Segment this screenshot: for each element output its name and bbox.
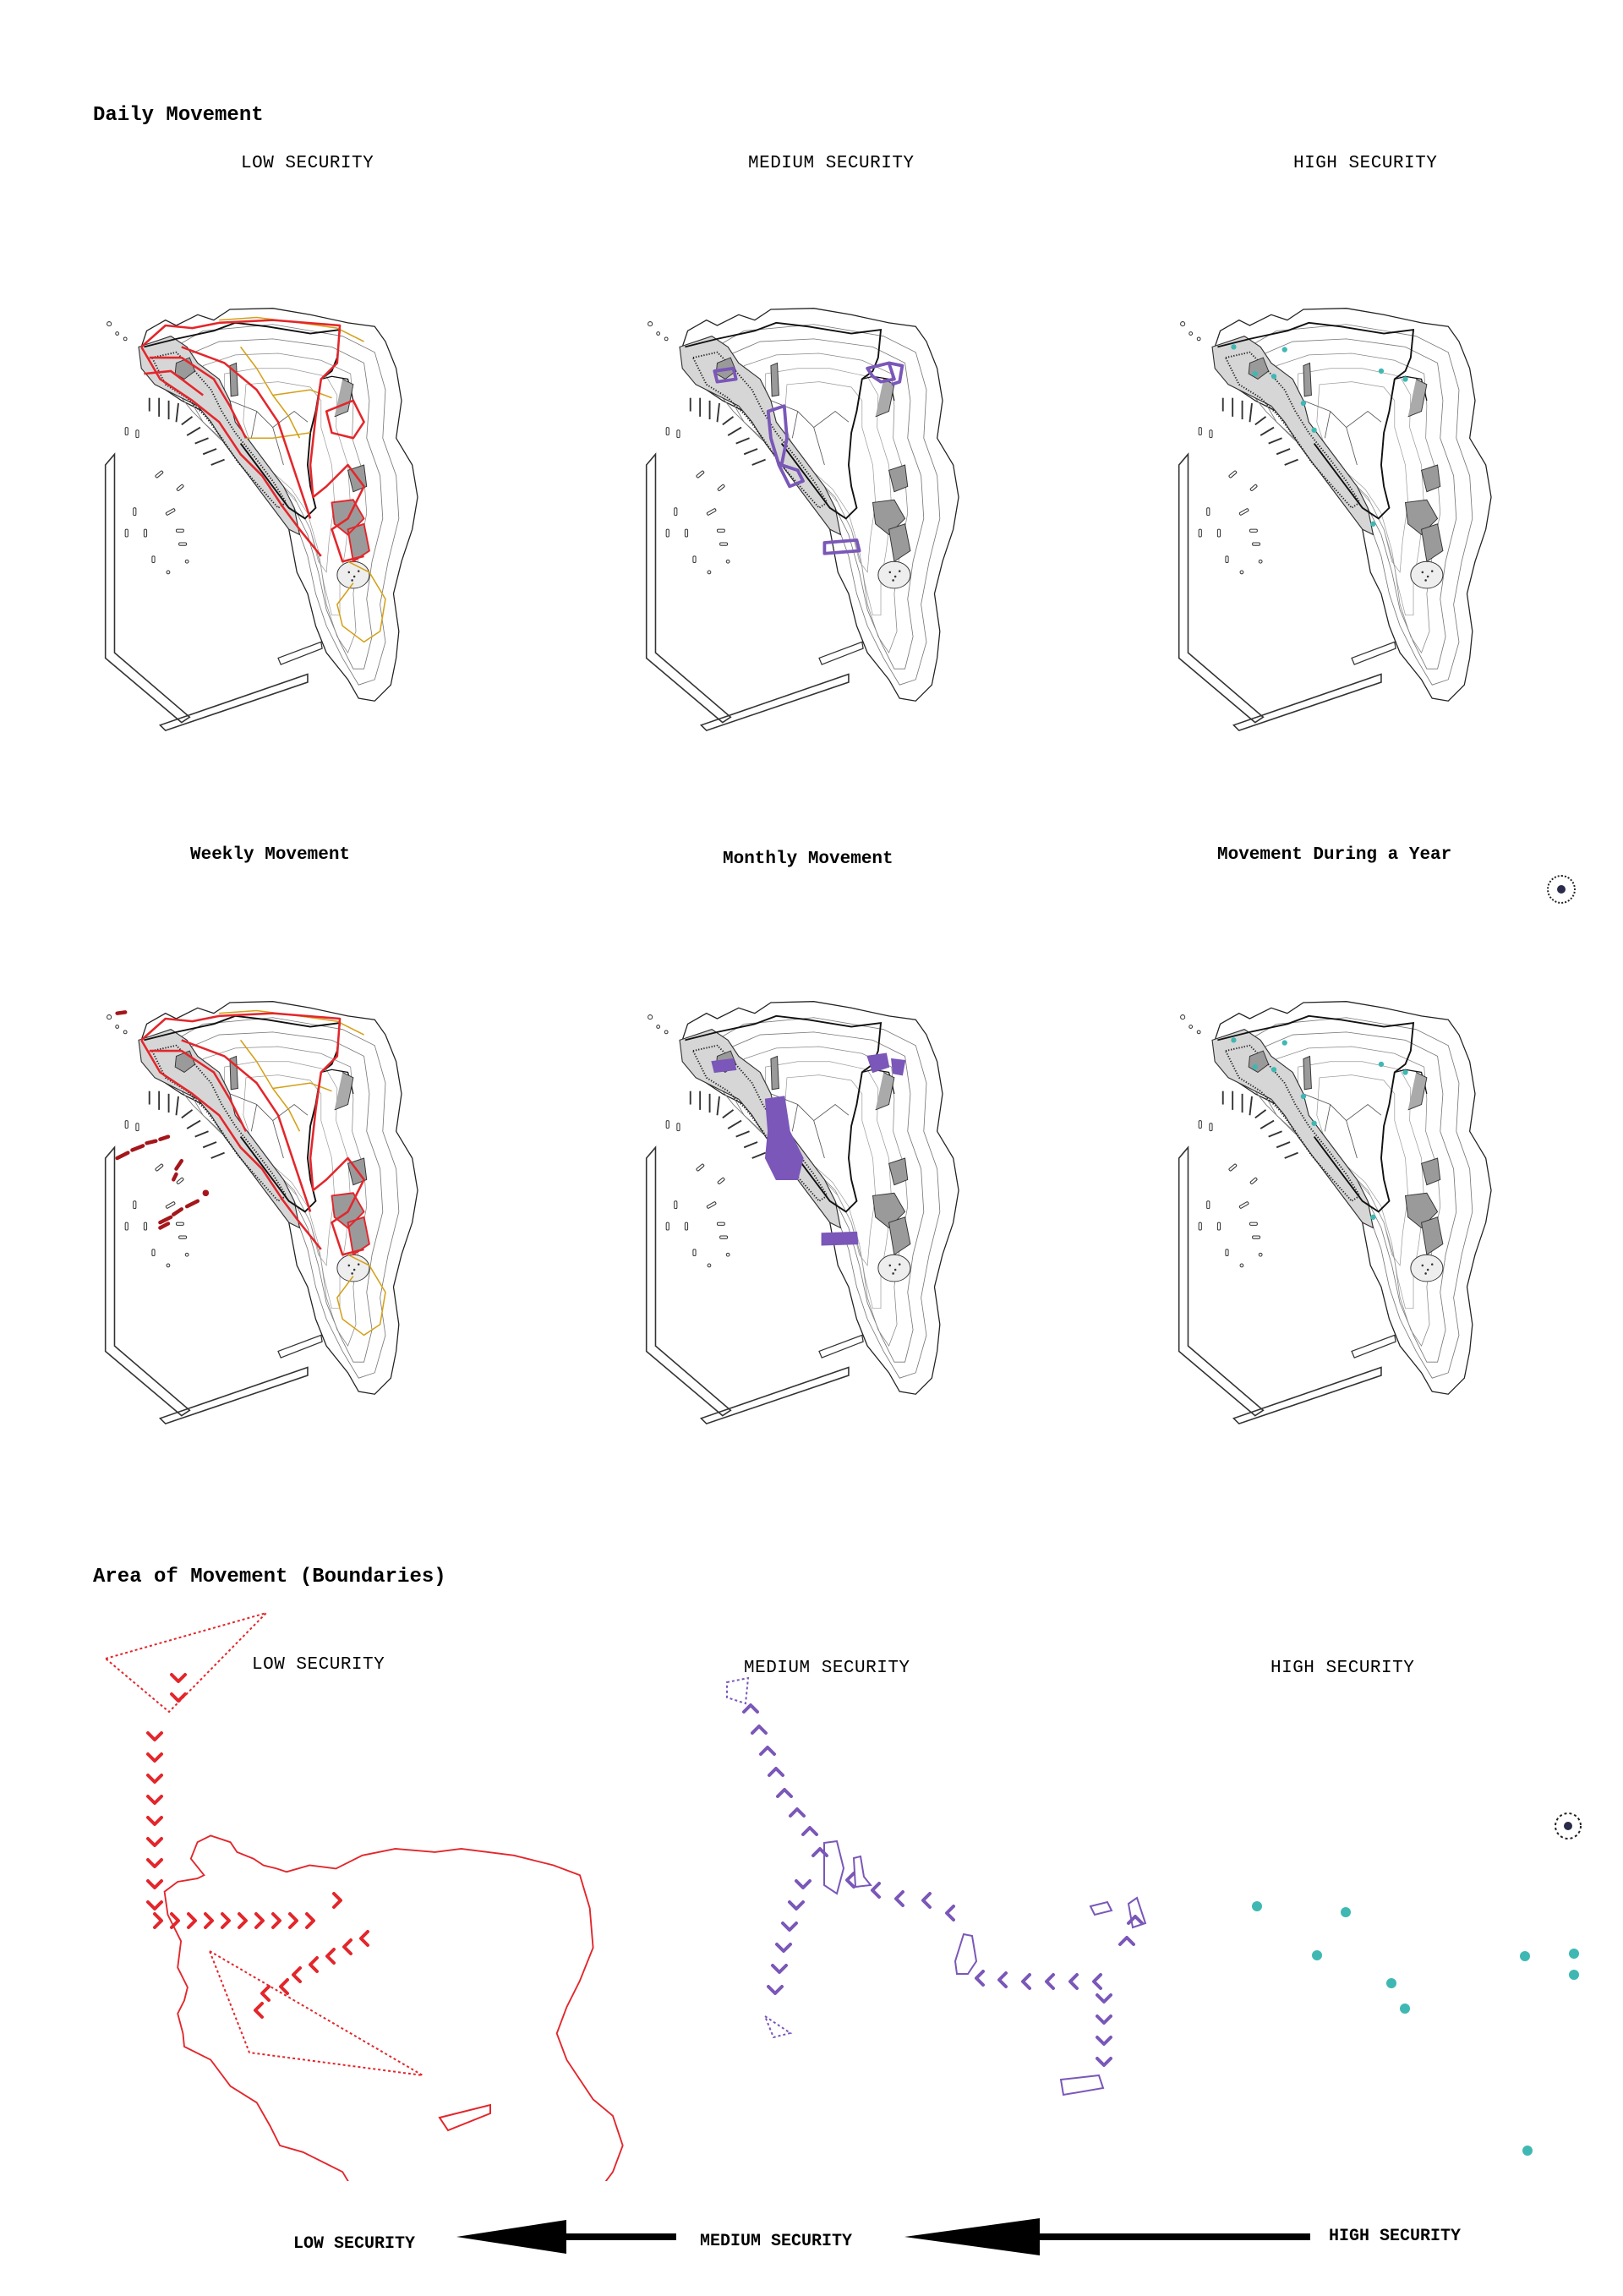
row1-label-high: HIGH SECURITY — [1293, 154, 1438, 173]
row1-label-low: LOW SECURITY — [241, 154, 374, 173]
map-weekly — [8, 879, 516, 1437]
security-scale — [456, 2218, 1310, 2255]
map-yearly — [1082, 879, 1589, 1437]
outer-marker-icon — [1547, 875, 1576, 904]
row1-label-medium: MEDIUM SECURITY — [748, 154, 915, 173]
map-monthly — [549, 879, 1057, 1437]
row2-title-monthly: Monthly Movement — [723, 850, 893, 869]
scale-arrow-high-to-medium-icon — [904, 2218, 1310, 2255]
row3-label-low: LOW SECURITY — [252, 1655, 385, 1675]
row3-label-medium: MEDIUM SECURITY — [744, 1659, 910, 1678]
scale-label-high: HIGH SECURITY — [1329, 2227, 1462, 2246]
map-daily-low — [8, 186, 516, 744]
scale-label-low: LOW SECURITY — [293, 2234, 416, 2254]
section-title-boundaries: Area of Movement (Boundaries) — [93, 1566, 446, 1588]
boundaries-diagram — [103, 1611, 1582, 2181]
scale-label-medium: MEDIUM SECURITY — [700, 2232, 853, 2251]
scale-arrow-medium-to-low-icon — [456, 2220, 676, 2254]
row2-title-weekly: Weekly Movement — [190, 845, 351, 865]
row3-label-high: HIGH SECURITY — [1271, 1659, 1415, 1678]
section-title-daily: Daily Movement — [93, 104, 264, 127]
map-daily-medium — [549, 186, 1057, 744]
row2-title-yearly: Movement During a Year — [1217, 845, 1452, 865]
map-daily-high — [1082, 186, 1589, 744]
